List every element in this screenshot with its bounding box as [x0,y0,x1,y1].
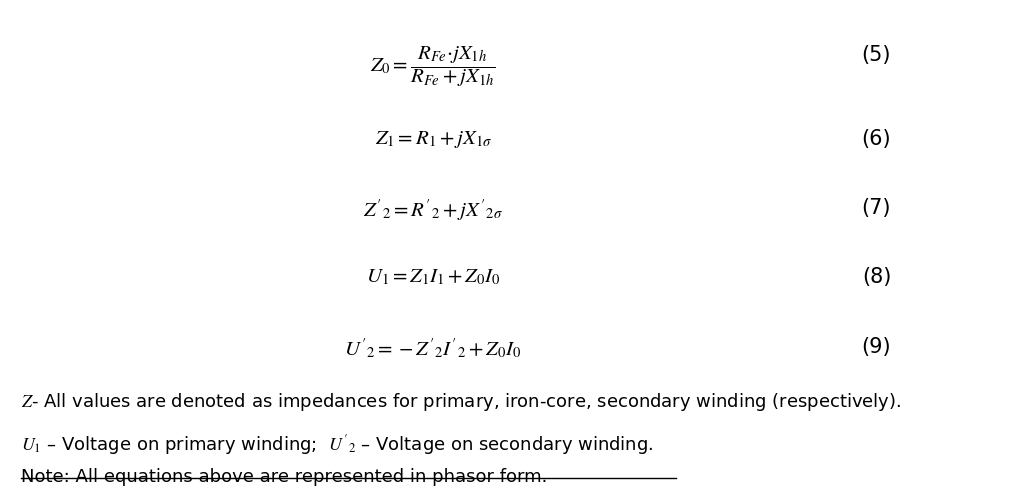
Text: Note: All equations above are represented in phasor form.: Note: All equations above are represente… [22,468,548,485]
Text: (6): (6) [861,129,891,149]
Text: $U_1 = Z_1I_1 + Z_0I_0$: $U_1 = Z_1I_1 + Z_0I_0$ [366,268,501,287]
Text: $Z_1 = R_1 + jX_{1\sigma}$: $Z_1 = R_1 + jX_{1\sigma}$ [375,129,492,150]
Text: $U'_2 = -Z'_2I'_2 + Z_0I_0$: $U'_2 = -Z'_2I'_2 + Z_0I_0$ [344,336,522,360]
Text: (5): (5) [862,45,891,65]
Text: (7): (7) [862,198,891,218]
Text: (8): (8) [862,268,891,287]
Text: $Z'_2 = R'_2 + jX'_{2\sigma}$: $Z'_2 = R'_2 + jX'_{2\sigma}$ [364,198,503,224]
Text: (9): (9) [861,336,891,356]
Text: $Z$- All values are denoted as impedances for primary, iron-core, secondary wind: $Z$- All values are denoted as impedance… [22,391,901,413]
Text: $U_1$ – Voltage on primary winding;  $U'_2$ – Voltage on secondary winding.: $U_1$ – Voltage on primary winding; $U'_… [22,433,653,457]
Text: $Z_0 = \dfrac{R_{Fe}{\cdot}jX_{1h}}{R_{Fe}+jX_{1h}}$: $Z_0 = \dfrac{R_{Fe}{\cdot}jX_{1h}}{R_{F… [371,45,496,90]
